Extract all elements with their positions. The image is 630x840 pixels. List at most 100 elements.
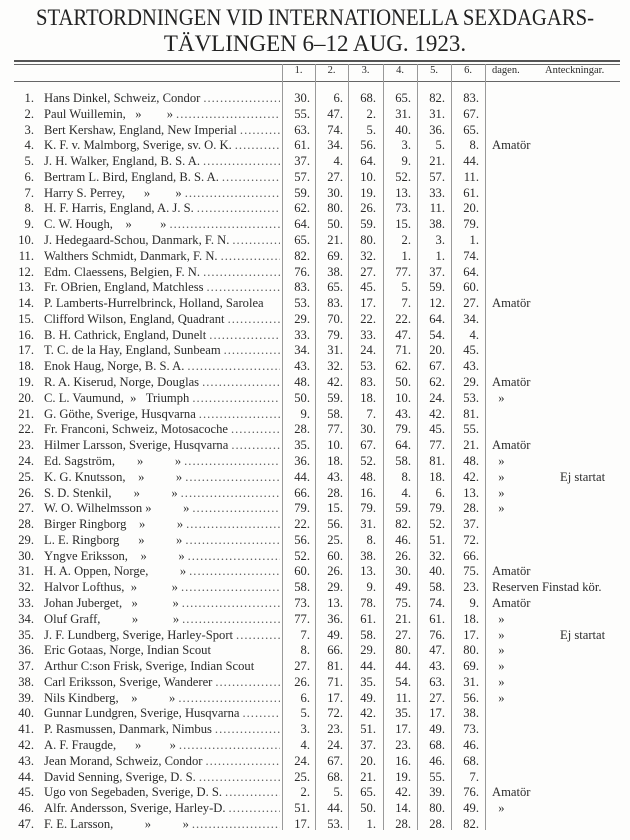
day-4-position: 27. — [395, 627, 411, 642]
day-5-position: 20. — [429, 343, 445, 358]
day-2-position: 4. — [333, 154, 343, 169]
rider-entry: S. D. Stenkil, » » — [44, 485, 280, 501]
day-3-position: 45. — [360, 280, 376, 295]
day-4-position: 73. — [395, 201, 411, 216]
day-3-position: 38. — [360, 548, 376, 563]
day-3-position: 9. — [366, 580, 376, 595]
table-row: 1. Hans Dinkel, Schweiz, Condor 30. 6. 68. 65… — [0, 90, 630, 106]
table-row: 16. B. H. Cathrick, England, Dunelt 33. 79.… — [0, 327, 630, 343]
day-1-position: 33. — [294, 327, 310, 342]
day-2-position: 60. — [327, 548, 343, 563]
top-double-rule — [14, 60, 620, 62]
day-1-position: 66. — [294, 485, 310, 500]
day-6-position: 17. — [463, 627, 479, 642]
day-5-position: 58. — [429, 580, 445, 595]
day-2-position: 50. — [327, 217, 343, 232]
day-5-position: 74. — [429, 595, 445, 610]
day-6-position: 79. — [463, 217, 479, 232]
day-3-position: 20. — [360, 753, 376, 768]
day-5-position: 81. — [429, 453, 445, 468]
day-5-position: 33. — [429, 185, 445, 200]
class-note: » — [492, 501, 505, 516]
day-5-position: 18. — [429, 469, 445, 484]
day-6-position: 11. — [463, 169, 479, 184]
day-2-position: 13. — [327, 595, 343, 610]
rider-entry: Eric Gotaas, Norge, Indian Scout — [44, 642, 280, 658]
day-1-position: 76. — [294, 264, 310, 279]
table-row: 36. Eric Gotaas, Norge, Indian Scout 8. 66.… — [0, 642, 630, 658]
day-6-position: 66. — [463, 548, 479, 563]
day-4-position: 49. — [395, 580, 411, 595]
start-number: 38. — [18, 674, 34, 689]
day-4-position: 10. — [395, 390, 411, 405]
rider-entry: A. F. Fraugde, » » — [44, 737, 280, 753]
day-3-position: 79. — [360, 501, 376, 516]
start-number: 31. — [18, 564, 34, 579]
day-6-position: 18. — [463, 611, 479, 626]
day-1-position: 24. — [294, 753, 310, 768]
day-1-position: 35. — [294, 438, 310, 453]
day-4-position: 16. — [395, 753, 411, 768]
day-2-position: 53. — [327, 816, 343, 831]
start-number: 24. — [18, 453, 34, 468]
rider-entry: H. A. Oppen, Norge, » — [44, 563, 280, 579]
class-note: » — [492, 674, 505, 689]
column-divider — [451, 64, 452, 830]
dot-leader — [186, 516, 280, 532]
start-number: 41. — [18, 722, 34, 737]
table-row: 8. H. F. Harris, England, A. J. S. 62. 80. 2… — [0, 200, 630, 216]
day-4-position: 65. — [395, 91, 411, 105]
day-3-position: 80. — [360, 233, 376, 248]
class-note: Amatör — [492, 595, 531, 610]
day-6-position: 9. — [469, 595, 479, 610]
day-6-position: 65. — [463, 122, 479, 137]
day-2-position: 67. — [327, 753, 343, 768]
rider-entry: Enok Haug, Norge, B. S. A. — [44, 358, 280, 374]
rider-entry: Nils Kindberg, » » — [44, 690, 280, 706]
day-3-position: 35. — [360, 674, 376, 689]
day-6-position: 7. — [469, 769, 479, 784]
table-row: 23. Hilmer Larsson, Sverige, Husqvarna 35.… — [0, 437, 630, 453]
rider-entry: P. Lamberts-Hurrelbrinck, Holland, Sarol… — [44, 295, 280, 311]
rider-name: Birger Ringborg » » — [44, 517, 184, 532]
day-4-position: 9. — [401, 154, 411, 169]
day-1-position: 57. — [294, 169, 310, 184]
day-2-position: 72. — [327, 706, 343, 721]
table-row: 4. K. F. v. Malmborg, Sverige, sv. O. K. 6… — [0, 137, 630, 153]
table-row: 46. Alfr. Andersson, Sverige, Harley-D. 51… — [0, 800, 630, 816]
day-6-position: 20. — [463, 201, 479, 216]
day-5-position: 77. — [429, 438, 445, 453]
class-note: Reserven Finstad kör. — [492, 580, 602, 595]
day-1-position: 34. — [294, 343, 310, 358]
day-1-position: 8. — [300, 643, 310, 658]
rider-name: Arthur C:son Frisk, Sverige, Indian Scou… — [44, 659, 255, 674]
rider-entry: David Senning, Sverige, D. S. — [44, 769, 280, 785]
table-row: 33. Johan Juberget, » » 73. 13. 78. 75. 74. 9. A… — [0, 595, 630, 611]
rider-name: Carl Eriksson, Sverige, Wanderer — [44, 674, 213, 689]
day-1-position: 36. — [294, 453, 310, 468]
rider-entry: Arthur C:son Frisk, Sverige, Indian Scou… — [44, 658, 280, 674]
day-3-position: 33. — [360, 327, 376, 342]
rider-name: A. F. Fraugde, » » — [44, 737, 176, 752]
day-2-position: 69. — [327, 248, 343, 263]
day-1-position: 48. — [294, 375, 310, 390]
start-number: 19. — [18, 375, 34, 390]
rider-name: P. Lamberts-Hurrelbrinck, Holland, Sarol… — [44, 296, 264, 311]
day-1-position: 53. — [294, 296, 310, 311]
day-2-position: 77. — [327, 422, 343, 437]
day-5-position: 61. — [429, 611, 445, 626]
start-number: 35. — [18, 627, 34, 642]
day-3-position: 2. — [366, 106, 376, 121]
class-note: Amatör — [492, 138, 531, 153]
rider-name: Oluf Graff, » » — [44, 611, 180, 626]
rider-name: Bert Kershaw, England, New Imperial — [44, 122, 237, 137]
day-4-position: 22. — [395, 311, 411, 326]
day-6-position: 1. — [469, 233, 479, 248]
start-number: 28. — [18, 517, 34, 532]
table-row: 26. S. D. Stenkil, » » 66. 28. 16. 4. 6. 13. » — [0, 485, 630, 501]
start-number: 12. — [18, 264, 34, 279]
day-3-position: 5. — [366, 122, 376, 137]
day-5-position: 38. — [429, 217, 445, 232]
rider-entry: J. H. Walker, England, B. S. A. — [44, 153, 280, 169]
day-1-position: 58. — [294, 580, 310, 595]
